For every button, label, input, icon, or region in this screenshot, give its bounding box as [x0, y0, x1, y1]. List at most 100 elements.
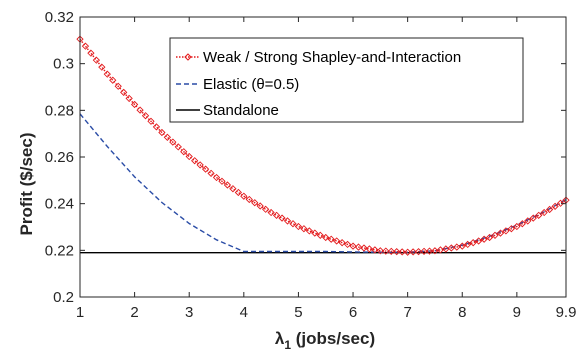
series-marker	[98, 63, 106, 71]
series-marker	[333, 237, 341, 245]
series-marker	[180, 148, 188, 156]
series-marker	[289, 220, 297, 228]
series-marker	[518, 220, 526, 228]
series-marker	[267, 208, 275, 217]
series-marker	[376, 247, 384, 255]
series-marker	[327, 235, 335, 243]
series-marker	[338, 239, 346, 247]
series-marker	[234, 188, 242, 197]
series-marker	[507, 225, 516, 233]
series-marker	[294, 222, 303, 231]
series-marker	[502, 227, 510, 235]
legend-label-weak-strong: Weak / Strong Shapley-and-Interaction	[203, 49, 461, 66]
series-marker	[212, 173, 221, 182]
y-tick-label: 0.3	[53, 56, 74, 73]
y-tick-label: 0.22	[45, 242, 74, 259]
series-marker	[398, 248, 406, 256]
series-marker	[278, 214, 286, 222]
x-axis-label: λ1 (jobs/sec)	[275, 329, 375, 352]
series-lines	[76, 35, 570, 256]
x-tick-labels: 1 2 3 4 5 6 7 8 9 9.9	[76, 304, 577, 321]
x-axis-label-units: (jobs/sec)	[291, 329, 375, 348]
series-marker	[158, 128, 166, 137]
series-marker	[147, 117, 155, 125]
series-marker	[196, 161, 204, 169]
series-marker	[109, 76, 117, 84]
series-marker	[207, 169, 215, 177]
series-marker	[272, 211, 281, 219]
series-marker	[485, 233, 494, 242]
series-marker	[371, 246, 379, 254]
series-line-0	[79, 38, 567, 253]
series-marker	[316, 231, 324, 239]
y-tick-label: 0.24	[45, 196, 74, 213]
series-marker	[174, 143, 182, 151]
series-marker	[223, 181, 232, 189]
series-marker	[120, 88, 128, 97]
series-marker	[464, 240, 472, 249]
series-marker	[469, 239, 477, 247]
x-tick-label: 8	[458, 304, 466, 321]
series-marker	[92, 56, 101, 64]
x-tick-label: 9.9	[556, 304, 577, 321]
series-marker	[535, 211, 543, 219]
series-marker	[300, 225, 308, 233]
series-marker	[513, 222, 521, 231]
series-marker	[551, 202, 559, 210]
series-marker	[496, 229, 505, 237]
series-marker	[409, 248, 417, 256]
series-marker	[87, 49, 95, 57]
series-marker	[185, 152, 193, 161]
series-marker	[420, 247, 428, 255]
series-marker	[529, 214, 537, 222]
series-marker	[251, 199, 259, 207]
series-marker	[262, 205, 270, 213]
legend-marker-weak-strong	[184, 53, 192, 61]
series-marker	[540, 208, 548, 217]
series-marker	[169, 138, 177, 146]
x-tick-label: 3	[185, 304, 193, 321]
series-marker	[414, 248, 423, 256]
y-tick-label: 0.2	[53, 289, 74, 306]
series-marker	[556, 199, 565, 207]
legend-box	[169, 37, 524, 123]
series-marker	[425, 247, 434, 255]
series-marker	[311, 229, 319, 237]
series-marker	[349, 242, 357, 250]
series-marker	[365, 245, 374, 253]
series-marker	[141, 112, 150, 120]
series-marker	[201, 165, 210, 173]
series-marker	[256, 202, 264, 210]
series-marker	[480, 235, 488, 243]
series-marker	[245, 195, 253, 204]
series-marker	[354, 243, 363, 251]
x-tick-label: 5	[294, 304, 302, 321]
x-tick-label: 6	[349, 304, 357, 321]
series-marker	[229, 185, 237, 193]
series-marker	[125, 94, 133, 103]
series-marker	[360, 244, 368, 252]
x-axis-label-symbol: λ	[275, 329, 285, 348]
y-tick-labels: 0.2 0.22 0.24 0.26 0.28 0.3 0.32	[45, 9, 74, 306]
series-line-1	[79, 113, 567, 253]
series-marker	[387, 247, 395, 255]
series-marker	[458, 242, 466, 250]
y-axis-label: Profit ($/sec)	[17, 133, 36, 236]
series-marker	[163, 133, 172, 141]
series-marker	[130, 100, 139, 109]
legend-label-standalone: Standalone	[203, 102, 279, 119]
series-marker	[343, 240, 352, 249]
series-marker	[322, 233, 330, 242]
series-marker	[474, 237, 483, 245]
series-marker	[114, 82, 122, 90]
x-axis-label-subscript: 1	[284, 338, 291, 352]
series-marker	[103, 70, 111, 78]
series-marker	[545, 205, 554, 214]
legend: Weak / Strong Shapley-and-Interaction El…	[169, 37, 524, 123]
series-marker	[491, 231, 499, 239]
series-marker	[218, 177, 226, 185]
y-tick-label: 0.26	[45, 149, 74, 166]
series-marker	[191, 157, 199, 165]
x-tick-label: 9	[513, 304, 521, 321]
